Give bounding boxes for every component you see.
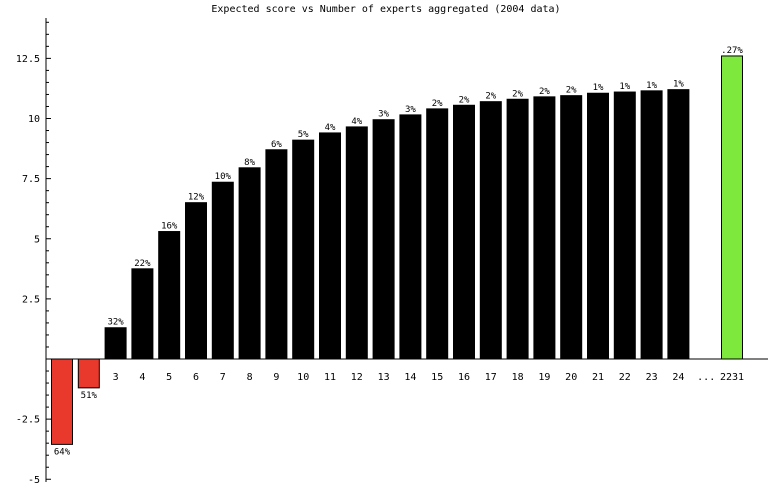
x-tick-label: 6 <box>193 372 199 383</box>
data-label: 51% <box>81 391 98 401</box>
data-label: 1% <box>646 81 657 91</box>
data-label: 2% <box>512 89 523 99</box>
y-tick-label: 7.5 <box>22 174 40 185</box>
bar <box>131 268 154 360</box>
x-tick-label: 5 <box>166 372 172 383</box>
data-label: 32% <box>107 318 124 328</box>
bar <box>721 55 743 360</box>
data-label: 12% <box>188 193 205 203</box>
bar <box>640 90 663 360</box>
data-label: 2% <box>459 95 470 105</box>
data-label: 2% <box>432 99 443 109</box>
bar <box>372 119 395 360</box>
data-label: 6% <box>271 140 282 150</box>
data-label: 1% <box>593 83 604 93</box>
x-tick-label: 19 <box>538 372 550 383</box>
bar <box>77 358 100 389</box>
bar <box>426 108 449 360</box>
bar <box>104 327 127 360</box>
x-tick-label: 18 <box>512 372 524 383</box>
x-tick-label: 16 <box>458 372 470 383</box>
data-label: 1% <box>673 80 684 90</box>
bar <box>587 92 609 360</box>
data-label: 10% <box>215 172 232 182</box>
x-tick-label: 3 <box>113 372 119 383</box>
bar <box>265 149 288 360</box>
y-tick-label: 2.5 <box>22 294 40 305</box>
x-tick-label: 7 <box>220 372 226 383</box>
bar <box>399 114 422 360</box>
data-label: 4% <box>351 117 362 127</box>
bar <box>158 231 181 360</box>
data-label: 22% <box>134 259 151 269</box>
bar <box>560 95 583 360</box>
x-tick-label: 14 <box>404 372 416 383</box>
chart-title: Expected score vs Number of experts aggr… <box>211 4 560 15</box>
axis-break-label: ... <box>697 372 715 383</box>
data-label: 16% <box>161 222 178 232</box>
bar <box>345 126 368 360</box>
bar <box>453 104 475 360</box>
y-tick-label: 5 <box>34 234 40 245</box>
y-tick-label: -2.5 <box>16 415 40 426</box>
x-tick-label: 21 <box>592 372 604 383</box>
bar <box>185 202 207 360</box>
x-tick-label: 12 <box>351 372 363 383</box>
axes-group: -5 -2.5 2.5 5 7.5 10 12.5 3 4 5 6 7 8 9 10 11 12 13 14 15 16… <box>16 18 768 486</box>
data-label: 2% <box>485 92 496 102</box>
data-label: .27% <box>721 46 743 56</box>
data-label: 2% <box>566 86 577 96</box>
data-label: 8% <box>244 158 255 168</box>
bar <box>479 101 502 360</box>
data-label: 3% <box>378 110 389 120</box>
data-label: 3% <box>405 105 416 115</box>
bar <box>613 91 636 360</box>
data-label: 5% <box>298 130 309 140</box>
bar <box>667 89 690 360</box>
y-tick-label: -5 <box>28 475 40 486</box>
x-tick-label: 4 <box>139 372 145 383</box>
bar <box>211 181 234 360</box>
x-tick-label: 15 <box>431 372 443 383</box>
x-tick-label: 23 <box>646 372 658 383</box>
x-tick-label: 20 <box>565 372 577 383</box>
bars-group: 64%51%32%22%16%12%10%8%6%5%4%4%3% 3%2% 2% 2… <box>51 46 743 457</box>
data-label: 1% <box>619 82 630 92</box>
bar <box>506 98 529 360</box>
x-tick-label: 9 <box>273 372 279 383</box>
bar <box>238 167 261 360</box>
y-tick-label: 12.5 <box>16 54 40 65</box>
x-tick-label: 13 <box>378 372 390 383</box>
data-label: 4% <box>325 123 336 133</box>
data-label: 2% <box>539 87 550 97</box>
bar <box>51 358 73 445</box>
x-tick-label: 10 <box>297 372 309 383</box>
x-tick-label: 11 <box>324 372 336 383</box>
data-label: 64% <box>54 447 71 457</box>
bar <box>533 96 556 360</box>
x-tick-label: 22 <box>619 372 631 383</box>
x-tick-label: 2231 <box>720 372 744 383</box>
bar <box>292 139 315 360</box>
x-tick-label: 24 <box>672 372 684 383</box>
x-tick-label: 8 <box>247 372 253 383</box>
bar <box>319 132 341 360</box>
x-tick-label: 17 <box>485 372 497 383</box>
y-tick-label: 10 <box>28 114 40 125</box>
